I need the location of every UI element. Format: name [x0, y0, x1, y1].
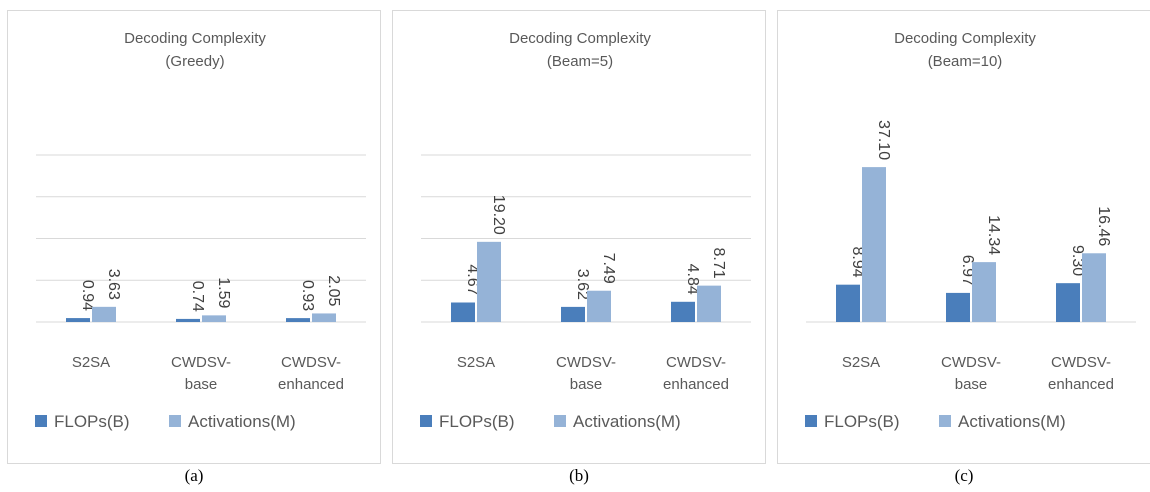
category-label: base	[570, 376, 603, 393]
legend-label-flops: FLOPs(B)	[54, 412, 130, 431]
legend-swatch-activations	[939, 415, 951, 427]
category-label: CWDSV-	[941, 354, 1001, 371]
category-label: enhanced	[663, 376, 729, 393]
bar-activations	[312, 313, 336, 322]
bar-flops	[671, 301, 695, 322]
legend-swatch-activations	[169, 415, 181, 427]
category-label: S2SA	[457, 354, 495, 371]
caption-b: (b)	[569, 466, 589, 485]
data-label: 8.94	[849, 247, 866, 278]
chart-panel-beam10: Decoding Complexity (Beam=10) 8.94 37.10 S2S…	[777, 10, 1150, 464]
chart-panel-greedy: Decoding Complexity (Greedy) 0.94 3.63 S2SA 0…	[7, 10, 381, 464]
data-label: 0.93	[299, 280, 316, 311]
category-label: enhanced	[1048, 376, 1114, 393]
data-label: 3.62	[574, 269, 591, 300]
data-label: 8.71	[710, 247, 727, 278]
bar-flops	[286, 318, 310, 322]
data-label: 1.59	[215, 277, 232, 308]
bar-flops	[561, 306, 585, 322]
category-label: CWDSV-	[281, 354, 341, 371]
category-label: base	[955, 376, 988, 393]
category-label: S2SA	[72, 354, 110, 371]
category-label: CWDSV-	[171, 354, 231, 371]
bar-flops	[66, 318, 90, 322]
legend-swatch-flops	[35, 415, 47, 427]
data-label: 37.10	[875, 120, 892, 160]
chart-title-line: Decoding Complexity	[894, 30, 1036, 47]
chart-title-line: (Beam=10)	[928, 53, 1003, 70]
bar-flops	[946, 292, 970, 322]
caption-c: (c)	[954, 466, 974, 485]
bar-flops	[1056, 283, 1080, 322]
legend-label-activations: Activations(M)	[958, 412, 1066, 431]
bar-flops	[836, 284, 860, 322]
category-label: enhanced	[278, 376, 344, 393]
category-label: CWDSV-	[556, 354, 616, 371]
bar-flops	[176, 318, 200, 322]
legend-label-activations: Activations(M)	[188, 412, 296, 431]
chart-svg: Decoding Complexity (Greedy) 0.94 3.63 S2SA 0…	[35, 30, 366, 431]
chart-title-line: (Beam=5)	[547, 53, 613, 70]
category-label: CWDSV-	[666, 354, 726, 371]
bar-flops	[451, 302, 475, 322]
data-label: 4.84	[684, 264, 701, 295]
data-label: 0.94	[79, 280, 96, 311]
chart-svg: Decoding Complexity (Beam=10) 8.94 37.10 S2S…	[805, 30, 1136, 431]
data-label: 19.20	[490, 195, 507, 235]
bar-activations	[587, 290, 611, 322]
category-label: base	[185, 376, 218, 393]
chart-panel-beam5: Decoding Complexity (Beam=5) 4.67 19.20 S2SA…	[392, 10, 766, 464]
legend-label-activations: Activations(M)	[573, 412, 681, 431]
bar-activations	[92, 306, 116, 322]
data-label: 6.97	[959, 255, 976, 286]
data-label: 2.05	[325, 275, 342, 306]
legend-label-flops: FLOPs(B)	[824, 412, 900, 431]
legend-swatch-flops	[420, 415, 432, 427]
bar-activations	[477, 241, 501, 322]
legend-swatch-activations	[554, 415, 566, 427]
category-label: CWDSV-	[1051, 354, 1111, 371]
legend-swatch-flops	[805, 415, 817, 427]
chart-title-line: (Greedy)	[165, 53, 224, 70]
data-label: 7.49	[600, 253, 617, 284]
data-label: 0.74	[189, 281, 206, 312]
chart-title-line: Decoding Complexity	[509, 30, 651, 47]
data-label: 3.63	[105, 269, 122, 300]
data-label: 4.67	[464, 264, 481, 295]
category-label: S2SA	[842, 354, 880, 371]
data-label: 16.46	[1095, 206, 1112, 246]
data-label: 14.34	[985, 215, 1002, 255]
chart-title-line: Decoding Complexity	[124, 30, 266, 47]
bar-activations	[1082, 253, 1106, 322]
legend-label-flops: FLOPs(B)	[439, 412, 515, 431]
chart-svg: Decoding Complexity (Beam=5) 4.67 19.20 S2SA…	[420, 30, 751, 431]
data-label: 9.30	[1069, 245, 1086, 276]
bar-activations	[202, 315, 226, 322]
bar-activations	[862, 167, 886, 322]
bar-activations	[697, 285, 721, 322]
bar-activations	[972, 262, 996, 322]
caption-a: (a)	[184, 466, 204, 485]
